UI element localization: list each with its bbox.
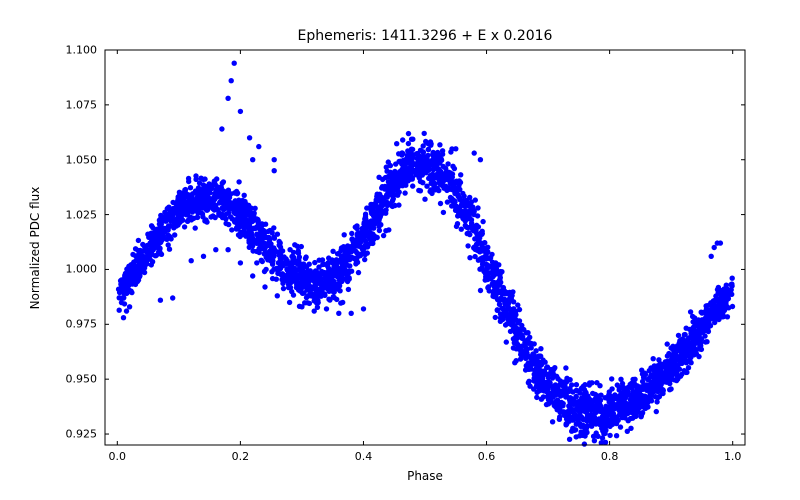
outlier-point	[422, 197, 427, 202]
outlier-point	[232, 61, 237, 66]
outlier-point	[219, 126, 224, 131]
outlier-point	[272, 157, 277, 162]
x-tick-label: 0.6	[478, 450, 496, 463]
y-tick-label: 1.025	[66, 208, 98, 221]
outlier-point	[299, 304, 304, 309]
outlier-point	[361, 306, 366, 311]
y-tick-label: 1.000	[66, 263, 98, 276]
outlier-point	[392, 192, 397, 197]
outlier-point	[416, 188, 421, 193]
y-tick-label: 0.925	[66, 428, 98, 441]
outlier-point	[213, 247, 218, 252]
outlier-point	[272, 168, 277, 173]
y-tick-label: 1.050	[66, 153, 98, 166]
outlier-point	[238, 109, 243, 114]
y-tick-label: 1.100	[66, 44, 98, 57]
outlier-point	[189, 258, 194, 263]
x-tick-label: 0.4	[355, 450, 373, 463]
outlier-point	[158, 298, 163, 303]
y-tick-label: 0.950	[66, 373, 98, 386]
y-axis-label: Normalized PDC flux	[28, 186, 42, 309]
outlier-point	[238, 260, 243, 265]
outlier-point	[459, 212, 464, 217]
outlier-point	[275, 293, 280, 298]
phase-folded-lightcurve: Ephemeris: 1411.3296 + E x 0.2016 Phase …	[0, 0, 800, 500]
outlier-point	[250, 273, 255, 278]
outlier-point	[256, 144, 261, 149]
x-tick-label: 0.0	[109, 450, 127, 463]
outlier-point	[453, 146, 458, 151]
outlier-point	[709, 254, 714, 259]
outlier-point	[170, 295, 175, 300]
chart-title: Ephemeris: 1411.3296 + E x 0.2016	[298, 28, 553, 44]
outlier-point	[250, 157, 255, 162]
x-tick-label: 1.0	[724, 450, 742, 463]
outlier-point	[718, 240, 723, 245]
y-tick-label: 0.975	[66, 318, 98, 331]
outlier-point	[121, 315, 126, 320]
outlier-point	[712, 245, 717, 250]
plot-area	[105, 50, 745, 445]
outlier-point	[127, 304, 132, 309]
x-tick-label: 0.2	[232, 450, 250, 463]
y-tick-label: 1.075	[66, 98, 98, 111]
outlier-point	[312, 308, 317, 313]
outlier-point	[201, 254, 206, 259]
outlier-point	[478, 157, 483, 162]
outlier-point	[472, 150, 477, 155]
x-tick-label: 0.8	[601, 450, 619, 463]
outlier-point	[287, 300, 292, 305]
outlier-point	[349, 311, 354, 316]
x-axis-label: Phase	[407, 469, 443, 483]
scatter-series	[116, 61, 735, 447]
outlier-point	[247, 135, 252, 140]
outlier-point	[225, 247, 230, 252]
outlier-point	[229, 78, 234, 83]
outlier-point	[324, 306, 329, 311]
outlier-point	[336, 311, 341, 316]
outlier-point	[225, 96, 230, 101]
outlier-point	[262, 284, 267, 289]
outlier-point	[410, 183, 415, 188]
